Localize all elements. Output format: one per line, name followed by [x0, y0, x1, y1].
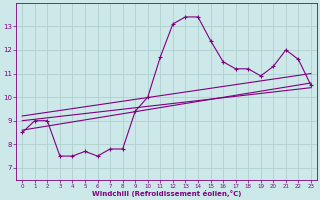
X-axis label: Windchill (Refroidissement éolien,°C): Windchill (Refroidissement éolien,°C) [92, 190, 241, 197]
